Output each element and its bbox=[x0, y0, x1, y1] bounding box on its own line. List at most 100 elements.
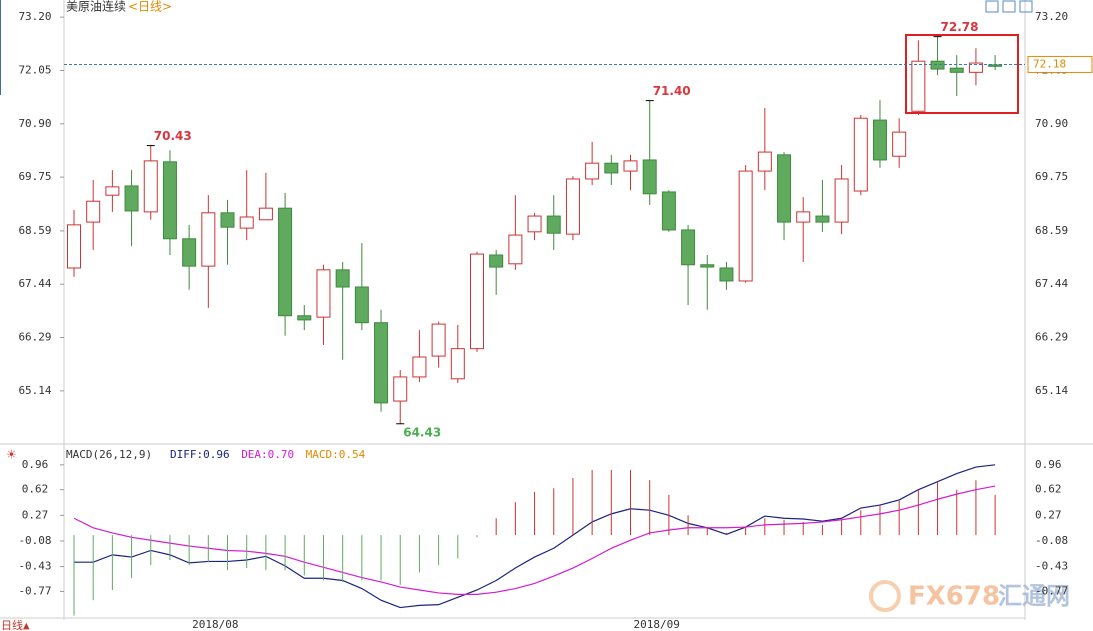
y-tick-label: 68.59 bbox=[18, 224, 51, 237]
toolbar-icons[interactable] bbox=[985, 0, 1033, 13]
candle-body bbox=[239, 216, 254, 229]
annotation-label: 64.43 bbox=[403, 425, 441, 439]
candle-body bbox=[412, 356, 427, 378]
candle-body bbox=[777, 154, 792, 223]
candle-body bbox=[527, 215, 542, 233]
candle-body bbox=[393, 376, 408, 402]
y2-tick-label: 70.90 bbox=[1035, 117, 1068, 130]
y-tick-label: 72.05 bbox=[18, 63, 51, 76]
candle-body bbox=[738, 170, 753, 282]
candle-body bbox=[374, 322, 389, 404]
y2-tick-label: 0.27 bbox=[1035, 508, 1062, 521]
y2-tick-label: 0.62 bbox=[1035, 483, 1062, 496]
candle-body bbox=[604, 162, 619, 174]
candle-body bbox=[67, 224, 81, 269]
candle-body bbox=[316, 269, 331, 318]
candle-body bbox=[585, 162, 600, 180]
candle-body bbox=[201, 212, 216, 267]
candle-body bbox=[815, 215, 830, 223]
y-tick-label: -0.43 bbox=[18, 560, 51, 573]
candle-body bbox=[661, 191, 676, 231]
candle-body bbox=[757, 151, 772, 172]
y-tick-label: 70.90 bbox=[18, 117, 51, 130]
y-tick-label: 0.96 bbox=[22, 458, 49, 471]
annotation-label: 70.43 bbox=[154, 129, 192, 143]
candle-body bbox=[872, 119, 887, 161]
candle-body bbox=[469, 253, 484, 350]
watermark-brand: FX678 bbox=[908, 582, 1000, 612]
candle-body bbox=[930, 60, 945, 70]
y-tick-label: 0.27 bbox=[22, 508, 49, 521]
candle-body bbox=[297, 315, 312, 321]
period-tab[interactable]: 日线▲ bbox=[1, 618, 30, 631]
icon[interactable] bbox=[985, 0, 999, 13]
y-tick-label: 65.14 bbox=[18, 384, 51, 397]
candle-body bbox=[546, 215, 561, 234]
last-price-label: 72.18 bbox=[1033, 57, 1066, 70]
watermark-site: 汇通网 bbox=[998, 582, 1070, 610]
candle-body bbox=[354, 286, 369, 324]
last-price-box bbox=[1027, 55, 1093, 73]
candle-body bbox=[489, 254, 504, 268]
candle-body bbox=[700, 264, 715, 268]
highlight-box bbox=[905, 34, 1019, 114]
y-tick-label: -0.08 bbox=[18, 534, 51, 547]
candle-body bbox=[258, 207, 273, 221]
y2-tick-label: -0.43 bbox=[1035, 560, 1068, 573]
y-tick-label: 66.29 bbox=[18, 331, 51, 344]
y2-tick-label: 68.59 bbox=[1035, 224, 1068, 237]
candle-body bbox=[681, 229, 696, 266]
candle-body bbox=[431, 323, 446, 357]
candle-body bbox=[278, 207, 293, 317]
annotation-label: 71.40 bbox=[653, 84, 691, 98]
y-tick-label: 69.75 bbox=[18, 170, 51, 183]
candle-body bbox=[124, 185, 139, 212]
candle-body bbox=[182, 238, 197, 267]
macd-title: MACD(26,12,9) bbox=[66, 448, 152, 461]
candle-body bbox=[162, 161, 177, 240]
candle-body bbox=[508, 234, 523, 265]
y-tick-label: 67.44 bbox=[18, 277, 51, 290]
candle-body bbox=[892, 131, 907, 157]
legend-entry: DEA:0.70 bbox=[241, 448, 294, 461]
y-tick-label: -0.77 bbox=[18, 584, 51, 597]
y-tick-label: 73.20 bbox=[18, 10, 51, 23]
x-tick-label: 2018/08 bbox=[192, 618, 238, 631]
y2-tick-label: -0.08 bbox=[1035, 534, 1068, 547]
candle-body bbox=[86, 200, 101, 223]
candle-body bbox=[565, 178, 580, 235]
candle-body bbox=[143, 160, 158, 213]
annotation-label: 72.78 bbox=[941, 20, 979, 34]
candle-body bbox=[853, 117, 868, 192]
candle-body bbox=[335, 269, 350, 288]
y2-tick-label: 66.29 bbox=[1035, 331, 1068, 344]
candle-body bbox=[642, 159, 657, 195]
chart-title: 美原油连续 bbox=[66, 0, 126, 14]
candle-body bbox=[719, 267, 734, 282]
y-tick-label: 0.62 bbox=[22, 483, 49, 496]
candle-body bbox=[968, 62, 983, 73]
chart-subtitle: <日线> bbox=[128, 0, 172, 14]
icon[interactable] bbox=[1002, 0, 1016, 13]
candle-body bbox=[949, 67, 964, 73]
macd-icon: ☀ bbox=[6, 448, 17, 462]
y2-tick-label: 0.96 bbox=[1035, 458, 1062, 471]
candle-body bbox=[220, 212, 235, 228]
candle-body bbox=[911, 60, 926, 112]
icon[interactable] bbox=[1019, 0, 1033, 13]
candle-body bbox=[988, 64, 1003, 67]
candle-body bbox=[834, 178, 849, 223]
y2-tick-label: 69.75 bbox=[1035, 170, 1068, 183]
y2-tick-label: -0.77 bbox=[1035, 584, 1068, 597]
candle-body bbox=[105, 186, 120, 196]
watermark-logo bbox=[869, 580, 901, 612]
legend-entry: DIFF:0.96 bbox=[170, 448, 230, 461]
y2-tick-label: 67.44 bbox=[1035, 277, 1068, 290]
y2-tick-label: 65.14 bbox=[1035, 384, 1068, 397]
candle-body bbox=[450, 348, 465, 380]
x-tick-label: 2018/09 bbox=[634, 618, 680, 631]
candle-body bbox=[623, 160, 638, 172]
candle-body bbox=[796, 211, 811, 223]
